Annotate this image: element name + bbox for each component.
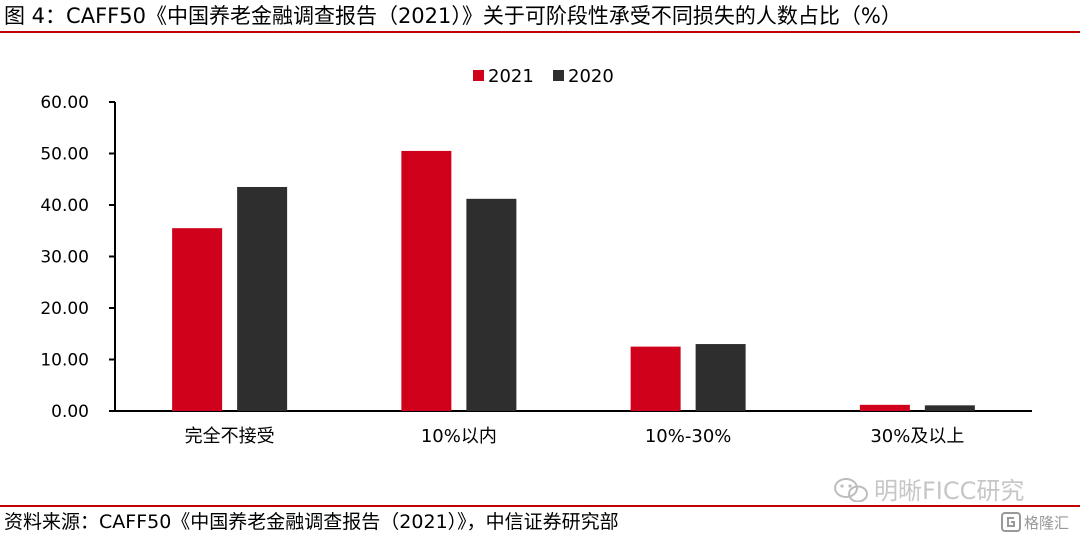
bars — [172, 150, 975, 412]
figure-title: 图 4：CAFF50《中国养老金融调查报告（2021）》关于可阶段性承受不同损失… — [4, 4, 902, 28]
y-axis: 0.00 10.00 20.00 30.00 40.00 50.00 60.00 — [40, 93, 116, 422]
bar-2021-1 — [401, 150, 452, 412]
y-tick-label: 30.00 — [40, 248, 89, 268]
y-tick-label: 40.00 — [40, 196, 89, 216]
bar-2021-2 — [630, 346, 681, 411]
wechat-icon — [834, 478, 868, 502]
bar-2020-2 — [695, 344, 746, 411]
x-tick-label: 30%及以上 — [870, 426, 964, 447]
y-tick-label: 0.00 — [51, 402, 89, 422]
bar-2020-1 — [466, 198, 517, 411]
legend-label: 2021 — [488, 66, 534, 87]
legend-label: 2020 — [568, 66, 614, 87]
gelonghui-logo-icon — [1001, 512, 1021, 532]
bottom-rule — [0, 505, 1080, 507]
bar-2020-0 — [237, 186, 288, 411]
legend: 2021 2020 — [473, 66, 614, 87]
y-tick-label: 60.00 — [40, 93, 89, 113]
bar-2021-3 — [859, 404, 910, 411]
y-tick-label: 50.00 — [40, 145, 89, 165]
legend-swatch-2021 — [473, 70, 484, 81]
x-tick-label: 10%-30% — [645, 426, 732, 447]
top-rule — [0, 31, 1080, 33]
badge-text: 格隆汇 — [1024, 514, 1069, 532]
x-axis: 完全不接受 10%以内 10%-30% 30%及以上 — [115, 410, 1032, 447]
legend-swatch-2020 — [553, 70, 564, 81]
watermark-text: 明晰FICC研究 — [874, 477, 1024, 502]
gelonghui-badge: 格隆汇 — [1001, 512, 1069, 532]
y-tick-label: 10.00 — [40, 351, 89, 371]
x-tick-label: 完全不接受 — [185, 426, 275, 447]
bar-2021-0 — [172, 228, 223, 411]
source-note: 资料来源：CAFF50《中国养老金融调查报告（2021）》，中信证券研究部 — [4, 511, 619, 533]
y-tick-label: 20.00 — [40, 299, 89, 319]
bar-chart: 2021 2020 0.00 10.00 20.00 30.00 40.00 50.00 60… — [40, 66, 1032, 502]
watermark: 明晰FICC研究 — [834, 477, 1024, 502]
bar-2020-3 — [924, 405, 975, 411]
x-tick-label: 10%以内 — [421, 426, 497, 447]
